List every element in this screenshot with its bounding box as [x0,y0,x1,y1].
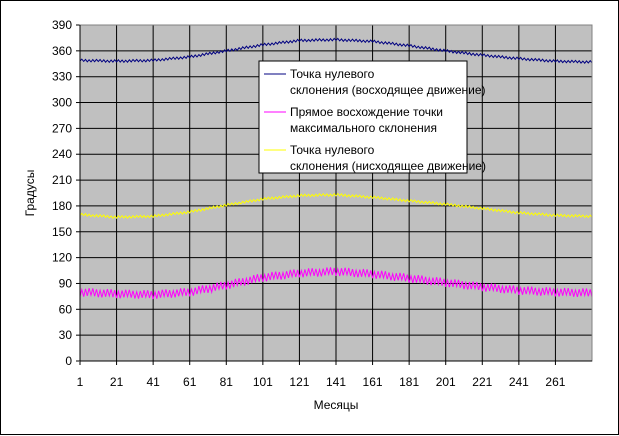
x-tick-label: 41 [146,375,160,389]
legend-label: Точка нулевого [290,67,375,81]
y-tick-label: 150 [52,225,72,239]
x-tick-label: 21 [110,375,124,389]
x-tick-label: 201 [436,375,456,389]
y-tick-label: 210 [52,173,72,187]
series-line-3 [79,192,593,219]
legend-box [258,60,468,174]
series-line-2 [79,266,593,300]
legend-label: склонения (восходящее движение) [290,83,486,97]
series-lines [79,37,593,300]
x-tick-label: 221 [472,375,492,389]
y-tick-label: 390 [52,18,72,32]
x-tick-label: 261 [545,375,565,389]
x-tick-label: 101 [253,375,273,389]
y-tick-label: 270 [52,121,72,135]
y-tick-label: 180 [52,199,72,213]
y-tick-label: 30 [59,328,73,342]
y-tick-label: 60 [59,302,73,316]
y-tick-label: 120 [52,251,72,265]
y-tick-label: 300 [52,96,72,110]
legend-label: Точка нулевого [290,143,375,157]
legend-label: склонения (нисходящее движение) [290,159,486,173]
x-tick-label: 181 [399,375,419,389]
legend: Точка нулевого склонения (восходящее движ… [258,60,486,174]
x-axis-title: Месяцы [314,398,359,412]
x-tick-label: 141 [326,375,346,389]
x-tick-label: 81 [220,375,234,389]
legend-label: Прямое восхождение точки [290,105,443,119]
series-line-1 [79,37,593,64]
legend-label: максимального склонения [290,121,437,135]
x-tick-label: 161 [363,375,383,389]
x-tick-label: 241 [509,375,529,389]
x-tick-label: 1 [77,375,84,389]
x-tick-label: 121 [289,375,309,389]
y-tick-label: 240 [52,147,72,161]
x-tick-label: 61 [183,375,197,389]
y-axis-title: Градусы [23,170,37,217]
y-tick-label: 330 [52,70,72,84]
y-tick-label: 360 [52,44,72,58]
y-tick-label: 90 [59,276,73,290]
y-tick-label: 0 [65,354,72,368]
